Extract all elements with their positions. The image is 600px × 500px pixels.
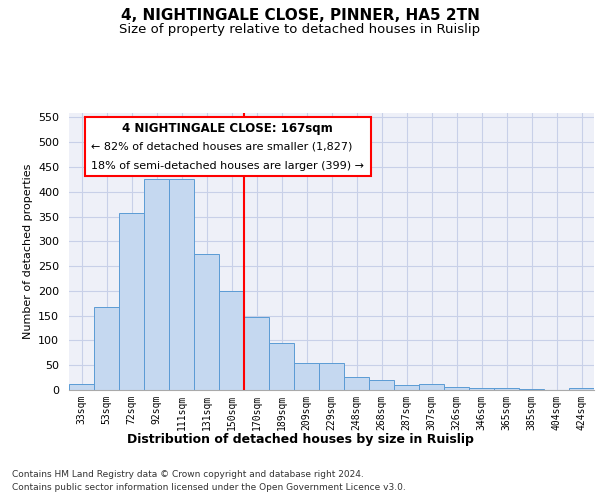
Text: 4 NIGHTINGALE CLOSE: 167sqm: 4 NIGHTINGALE CLOSE: 167sqm [122, 122, 333, 135]
Bar [144, 180, 169, 390]
Text: Contains public sector information licensed under the Open Government Licence v3: Contains public sector information licen… [12, 482, 406, 492]
Bar [419, 384, 444, 390]
Bar [294, 362, 319, 390]
Text: Contains HM Land Registry data © Crown copyright and database right 2024.: Contains HM Land Registry data © Crown c… [12, 470, 364, 479]
Bar [444, 386, 469, 390]
Text: Distribution of detached houses by size in Ruislip: Distribution of detached houses by size … [127, 432, 473, 446]
Bar [319, 362, 344, 390]
Bar [69, 384, 94, 390]
Bar [394, 384, 419, 390]
Text: Size of property relative to detached houses in Ruislip: Size of property relative to detached ho… [119, 22, 481, 36]
Bar [244, 316, 269, 390]
Bar [469, 388, 494, 390]
Y-axis label: Number of detached properties: Number of detached properties [23, 164, 32, 339]
Bar [169, 180, 194, 390]
Bar [219, 291, 244, 390]
Bar [569, 388, 594, 390]
Bar [94, 306, 119, 390]
Text: ← 82% of detached houses are smaller (1,827): ← 82% of detached houses are smaller (1,… [91, 142, 352, 152]
Bar [269, 343, 294, 390]
Bar [369, 380, 394, 390]
Bar [494, 388, 519, 390]
Bar [119, 213, 144, 390]
Text: 18% of semi-detached houses are larger (399) →: 18% of semi-detached houses are larger (… [91, 160, 364, 170]
Bar [194, 254, 219, 390]
Bar [519, 388, 544, 390]
Text: 4, NIGHTINGALE CLOSE, PINNER, HA5 2TN: 4, NIGHTINGALE CLOSE, PINNER, HA5 2TN [121, 8, 479, 22]
Bar [344, 376, 369, 390]
